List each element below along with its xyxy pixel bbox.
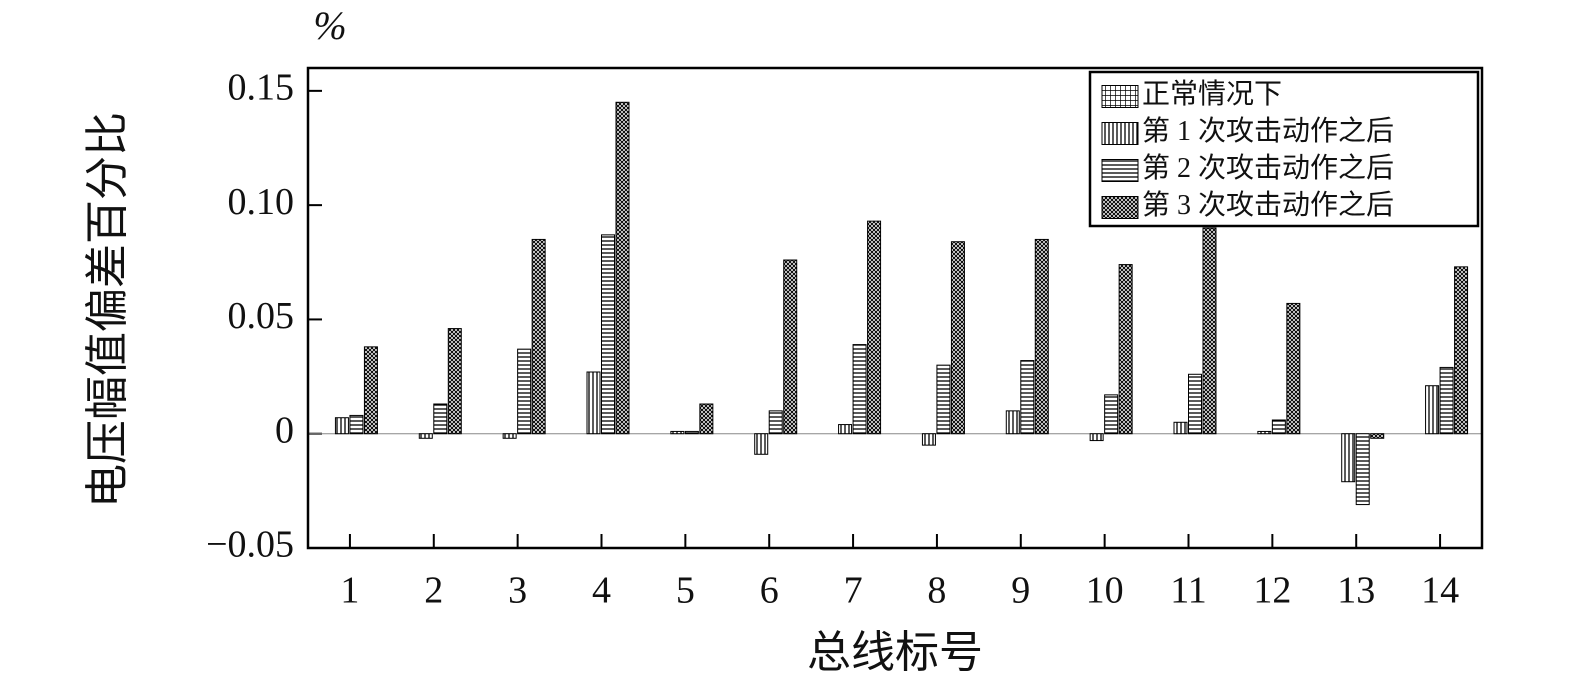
legend-swatch — [1101, 196, 1139, 219]
legend-swatch — [1101, 159, 1139, 182]
bar — [670, 430, 685, 435]
bar — [433, 403, 448, 435]
bar — [1089, 433, 1104, 442]
legend-label: 第 3 次攻击动作之后 — [1142, 189, 1394, 221]
legend-label: 第 1 次攻击动作之后 — [1142, 115, 1394, 147]
bar — [531, 238, 546, 435]
x-tick-label: 10 — [1086, 570, 1124, 612]
legend-swatch — [1101, 85, 1139, 108]
x-tick-label: 9 — [1011, 570, 1030, 612]
x-tick-label: 14 — [1421, 570, 1459, 612]
bar — [601, 234, 615, 435]
y-tick-label: 0 — [275, 409, 294, 451]
x-tick-label: 11 — [1170, 570, 1207, 612]
x-tick-label: 12 — [1253, 570, 1291, 612]
unit-label: % — [313, 3, 346, 48]
bar — [418, 433, 433, 439]
bar — [1341, 433, 1356, 483]
bar — [1439, 366, 1454, 435]
x-tick-label: 8 — [927, 570, 946, 612]
x-tick-label: 2 — [424, 570, 443, 612]
legend-label: 第 2 次攻击动作之后 — [1142, 152, 1394, 184]
bar — [349, 414, 364, 435]
bar — [334, 417, 349, 435]
bar — [1005, 410, 1020, 435]
x-tick-label: 4 — [592, 570, 611, 612]
y-tick-label: 0.10 — [228, 181, 295, 223]
y-axis-label: 电压幅值偏差百分比 — [83, 112, 132, 508]
x-tick-label: 7 — [844, 570, 863, 612]
bar — [1188, 373, 1202, 435]
bar — [1173, 421, 1188, 435]
bar — [754, 433, 769, 455]
bar — [1202, 227, 1217, 435]
bar — [684, 430, 699, 435]
x-tick-label: 5 — [676, 570, 695, 612]
bar — [936, 364, 951, 435]
x-tick-label: 3 — [508, 570, 527, 612]
bar — [1257, 430, 1272, 435]
legend-label: 正常情况下 — [1142, 78, 1282, 110]
bar — [502, 433, 517, 439]
x-axis-label: 总线标号 — [807, 628, 983, 677]
bar — [586, 371, 601, 435]
bar — [1034, 238, 1049, 435]
bar — [1286, 302, 1301, 435]
bar — [1104, 394, 1119, 435]
bar — [1425, 385, 1440, 435]
bar — [867, 220, 882, 435]
bar — [363, 346, 378, 435]
legend-box — [1088, 70, 1480, 228]
bar — [1454, 266, 1469, 435]
bar — [783, 259, 798, 435]
bar — [950, 241, 965, 435]
bar — [1355, 433, 1370, 506]
bar — [699, 403, 714, 435]
y-tick-label: −0.05 — [206, 524, 294, 566]
bar — [1271, 419, 1286, 435]
x-tick-label: 13 — [1337, 570, 1375, 612]
x-tick-label: 6 — [760, 570, 779, 612]
plot-frame — [306, 66, 1484, 550]
bar — [517, 348, 532, 435]
x-tick-label: 1 — [340, 570, 359, 612]
bar — [615, 101, 630, 435]
bar — [921, 433, 936, 446]
bar — [852, 344, 867, 435]
bar — [838, 424, 853, 435]
legend-swatch — [1101, 122, 1139, 145]
bar — [1020, 360, 1035, 435]
bar — [1370, 433, 1385, 439]
bar — [768, 410, 783, 435]
bar — [1118, 264, 1133, 435]
y-tick-label: 0.15 — [228, 67, 295, 109]
y-tick-label: 0.05 — [228, 295, 295, 337]
bar — [447, 328, 462, 435]
